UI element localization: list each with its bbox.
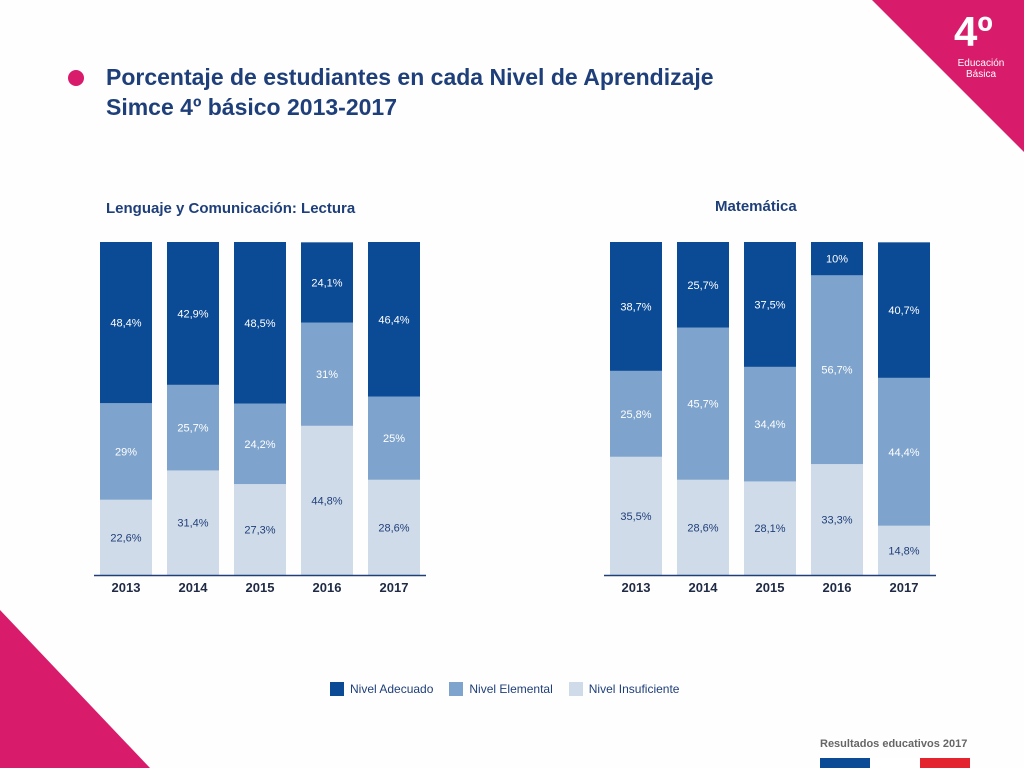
data-label-elemental-2013: 25,8% — [620, 409, 651, 421]
legend-item-adecuado: Nivel Adecuado — [330, 682, 433, 696]
bar-insuficiente-2014 — [167, 470, 219, 575]
data-label-elemental-2014: 45,7% — [687, 399, 718, 411]
bar-adecuado-2013 — [100, 242, 152, 404]
tick-label-2015: 2015 — [756, 580, 785, 595]
bar-elemental-2016 — [301, 322, 353, 426]
footer-flag-bar — [820, 758, 970, 768]
legend-item-elemental: Nivel Elemental — [449, 682, 553, 696]
legend: Nivel Adecuado Nivel Elemental Nivel Ins… — [330, 682, 685, 696]
legend-swatch-adecuado — [330, 682, 344, 696]
data-label-adecuado-2014: 42,9% — [177, 308, 208, 320]
bar-elemental-2013 — [100, 403, 152, 500]
tick-label-2014: 2014 — [179, 580, 209, 595]
data-label-insuficiente-2016: 33,3% — [821, 515, 852, 527]
tick-label-2014: 2014 — [689, 580, 719, 595]
data-label-elemental-2016: 56,7% — [821, 365, 852, 377]
tick-label-2015: 2015 — [246, 580, 275, 595]
tick-label-2013: 2013 — [622, 580, 651, 595]
data-label-adecuado-2015: 37,5% — [754, 299, 785, 311]
data-label-insuficiente-2016: 44,8% — [311, 495, 342, 507]
data-label-elemental-2015: 24,2% — [244, 439, 275, 451]
grade-badge-number: 4º — [954, 8, 993, 55]
bar-insuficiente-2016 — [811, 464, 863, 575]
legend-label-elemental: Nivel Elemental — [469, 682, 553, 696]
tick-label-2017: 2017 — [380, 580, 409, 595]
footer-text: Resultados educativos 2017 — [820, 738, 968, 750]
bar-elemental-2016 — [811, 275, 863, 465]
bar-insuficiente-2015 — [234, 484, 286, 575]
data-label-insuficiente-2014: 31,4% — [177, 518, 208, 530]
data-label-insuficiente-2013: 35,5% — [620, 511, 651, 523]
bar-adecuado-2017 — [878, 242, 930, 378]
data-label-elemental-2014: 25,7% — [177, 423, 208, 435]
bar-insuficiente-2017 — [368, 479, 420, 575]
grade-badge-line2: Básica — [965, 69, 996, 80]
legend-label-adecuado: Nivel Adecuado — [350, 682, 434, 696]
tick-label-2016: 2016 — [313, 580, 342, 595]
bar-adecuado-2015 — [234, 242, 286, 404]
data-label-elemental-2016: 31% — [316, 369, 338, 381]
data-label-adecuado-2014: 25,7% — [687, 280, 718, 292]
data-label-insuficiente-2017: 14,8% — [888, 545, 919, 557]
tick-label-2013: 2013 — [112, 580, 141, 595]
tick-label-2017: 2017 — [890, 580, 919, 595]
data-label-adecuado-2017: 46,4% — [378, 314, 409, 326]
bar-elemental-2013 — [610, 370, 662, 457]
bar-insuficiente-2017 — [878, 525, 930, 575]
bar-insuficiente-2013 — [100, 499, 152, 575]
grade-badge-line1: Educación — [957, 58, 1005, 69]
bar-adecuado-2016 — [301, 242, 353, 323]
bar-elemental-2017 — [878, 377, 930, 526]
data-label-adecuado-2013: 38,7% — [620, 301, 651, 313]
chart-title-matematica: Matemática — [715, 198, 797, 215]
bar-adecuado-2017 — [368, 242, 420, 397]
bar-adecuado-2014 — [677, 242, 729, 328]
data-label-adecuado-2016: 24,1% — [311, 277, 342, 289]
tick-label-2016: 2016 — [823, 580, 852, 595]
bar-insuficiente-2013 — [610, 456, 662, 575]
data-label-insuficiente-2017: 28,6% — [378, 522, 409, 534]
data-label-insuficiente-2014: 28,6% — [687, 522, 718, 534]
legend-item-insuficiente: Nivel Insuficiente — [568, 682, 680, 696]
data-label-elemental-2015: 34,4% — [754, 419, 785, 431]
page-title-line2: Simce 4º básico 2013-2017 — [106, 94, 397, 120]
data-label-elemental-2017: 44,4% — [888, 447, 919, 459]
bar-adecuado-2014 — [167, 242, 219, 385]
data-label-adecuado-2013: 48,4% — [110, 318, 141, 330]
data-label-adecuado-2017: 40,7% — [888, 305, 919, 317]
data-label-insuficiente-2015: 28,1% — [754, 523, 785, 535]
bar-adecuado-2013 — [610, 242, 662, 371]
legend-swatch-insuficiente — [568, 682, 583, 696]
chart-matematica: 35,5% 25,8% 38,7% 2013 28,6% 45,7% 25,7% 2014 28… — [604, 242, 936, 595]
bar-elemental-2014 — [167, 384, 219, 471]
bar-insuficiente-2016 — [301, 425, 353, 575]
bar-adecuado-2016 — [811, 242, 863, 276]
legend-label-insuficiente: Nivel Insuficiente — [588, 682, 680, 696]
bar-adecuado-2015 — [744, 242, 796, 367]
data-label-adecuado-2015: 48,5% — [244, 318, 275, 330]
bar-insuficiente-2014 — [677, 479, 729, 575]
data-label-adecuado-2016: 10% — [826, 254, 848, 266]
page-title-line1: Porcentaje de estudiantes en cada Nivel … — [106, 64, 714, 90]
chart-title-lectura: Lenguaje y Comunicación: Lectura — [106, 200, 356, 217]
data-label-insuficiente-2015: 27,3% — [244, 525, 275, 537]
bar-elemental-2015 — [234, 403, 286, 485]
bar-elemental-2017 — [368, 396, 420, 480]
title-bullet-icon — [68, 70, 84, 86]
legend-swatch-elemental — [449, 682, 464, 696]
data-label-elemental-2017: 25% — [383, 433, 405, 445]
data-label-elemental-2013: 29% — [115, 446, 137, 458]
bar-insuficiente-2015 — [744, 481, 796, 575]
data-label-insuficiente-2013: 22,6% — [110, 532, 141, 544]
bar-elemental-2015 — [744, 366, 796, 482]
grade-badge-label: Educación Básica — [950, 58, 1012, 80]
chart-lectura: 22,6% 29% 48,4% 2013 31,4% 25,7% 42,9% 2014 27,3… — [94, 242, 426, 595]
bar-elemental-2014 — [677, 327, 729, 480]
